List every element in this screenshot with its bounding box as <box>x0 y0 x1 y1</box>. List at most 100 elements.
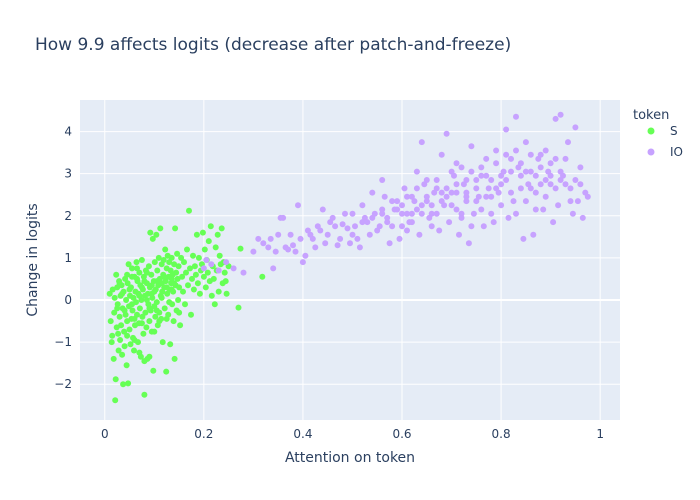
data-point-s <box>171 261 178 268</box>
data-point-s <box>199 229 206 236</box>
data-point-s <box>109 332 116 339</box>
data-point-s <box>196 290 203 297</box>
x-tick-labels: 0 0.2 0.4 0.6 0.8 1 <box>101 427 604 441</box>
data-point-s <box>111 309 118 316</box>
data-point-io <box>547 181 554 188</box>
data-point-s <box>193 231 200 238</box>
data-point-io <box>399 202 405 209</box>
data-point-s <box>218 225 225 232</box>
data-point-io <box>493 160 500 167</box>
data-point-io <box>493 185 500 192</box>
data-point-io <box>460 181 467 188</box>
data-point-io <box>379 210 386 217</box>
data-point-io <box>555 202 562 209</box>
data-point-s <box>121 343 128 350</box>
data-point-io <box>324 231 331 238</box>
data-point-s <box>205 238 212 245</box>
data-point-s <box>153 299 160 306</box>
data-point-io <box>250 248 257 255</box>
data-point-io <box>438 189 445 196</box>
data-point-io <box>584 193 591 200</box>
data-point-s <box>119 351 126 358</box>
legend-item-s[interactable]: S <box>647 124 678 138</box>
data-point-s <box>111 294 118 301</box>
data-point-s <box>259 273 266 280</box>
data-point-io <box>530 231 537 238</box>
data-point-s <box>190 252 196 259</box>
data-point-io <box>290 242 296 249</box>
data-point-io <box>240 269 247 276</box>
data-point-io <box>399 210 405 217</box>
legend-marker-s <box>647 127 655 135</box>
data-point-io <box>416 231 423 238</box>
data-point-io <box>260 240 267 247</box>
data-point-s <box>115 330 122 337</box>
data-point-io <box>522 168 529 175</box>
data-point-io <box>483 155 490 162</box>
data-point-io <box>532 189 539 196</box>
data-point-s <box>202 284 209 291</box>
data-point-s <box>107 318 114 325</box>
data-point-io <box>203 257 210 263</box>
legend[interactable]: token S IO <box>633 108 683 159</box>
data-point-s <box>138 257 145 263</box>
data-point-s <box>153 307 160 314</box>
y-axis-label: Change in logits <box>25 203 41 316</box>
data-point-s <box>126 326 133 333</box>
data-point-io <box>478 164 485 171</box>
data-point-s <box>159 339 166 346</box>
data-point-io <box>396 235 403 242</box>
data-point-io <box>465 240 472 247</box>
data-point-io <box>535 155 542 162</box>
data-point-io <box>344 225 351 232</box>
data-points <box>106 111 591 404</box>
data-point-io <box>359 219 366 226</box>
data-point-io <box>552 185 559 192</box>
data-point-io <box>312 244 319 251</box>
data-point-s <box>134 275 140 282</box>
data-point-io <box>384 214 391 221</box>
data-point-io <box>413 206 420 213</box>
data-point-s <box>187 265 193 272</box>
data-point-s <box>147 229 154 236</box>
data-point-s <box>222 278 229 285</box>
data-point-s <box>176 284 183 291</box>
data-point-s <box>123 362 130 369</box>
data-point-s <box>141 358 148 365</box>
data-point-s <box>151 259 158 266</box>
data-point-io <box>508 189 514 196</box>
data-point-s <box>143 324 150 331</box>
data-point-s <box>201 246 208 253</box>
data-point-s <box>166 299 173 306</box>
y-tick-label: −1 <box>54 335 72 349</box>
data-point-io <box>542 147 549 154</box>
data-point-s <box>189 275 195 282</box>
data-point-io <box>503 151 510 158</box>
data-point-io <box>356 244 363 251</box>
data-point-io <box>379 177 386 183</box>
data-point-io <box>413 168 420 175</box>
data-point-s <box>150 367 157 374</box>
data-point-io <box>458 214 465 221</box>
data-point-io <box>572 177 579 183</box>
data-point-io <box>408 210 415 217</box>
data-point-io <box>473 177 480 183</box>
data-point-s <box>237 245 244 252</box>
data-point-s <box>119 290 126 297</box>
chart-title: How 9.9 affects logits (decrease after p… <box>35 35 511 55</box>
legend-item-io[interactable]: IO <box>647 145 683 159</box>
legend-label-io: IO <box>670 145 683 159</box>
data-point-io <box>428 223 435 230</box>
data-point-s <box>146 305 153 312</box>
data-point-io <box>413 185 420 192</box>
data-point-io <box>505 214 512 221</box>
data-point-io <box>569 210 576 217</box>
data-point-io <box>292 248 299 255</box>
data-point-io <box>423 198 430 205</box>
data-point-io <box>574 198 581 205</box>
data-point-io <box>267 235 274 242</box>
data-point-io <box>200 265 207 272</box>
y-tick-label: 3 <box>64 167 72 181</box>
data-point-io <box>299 259 306 266</box>
data-point-s <box>131 315 138 322</box>
